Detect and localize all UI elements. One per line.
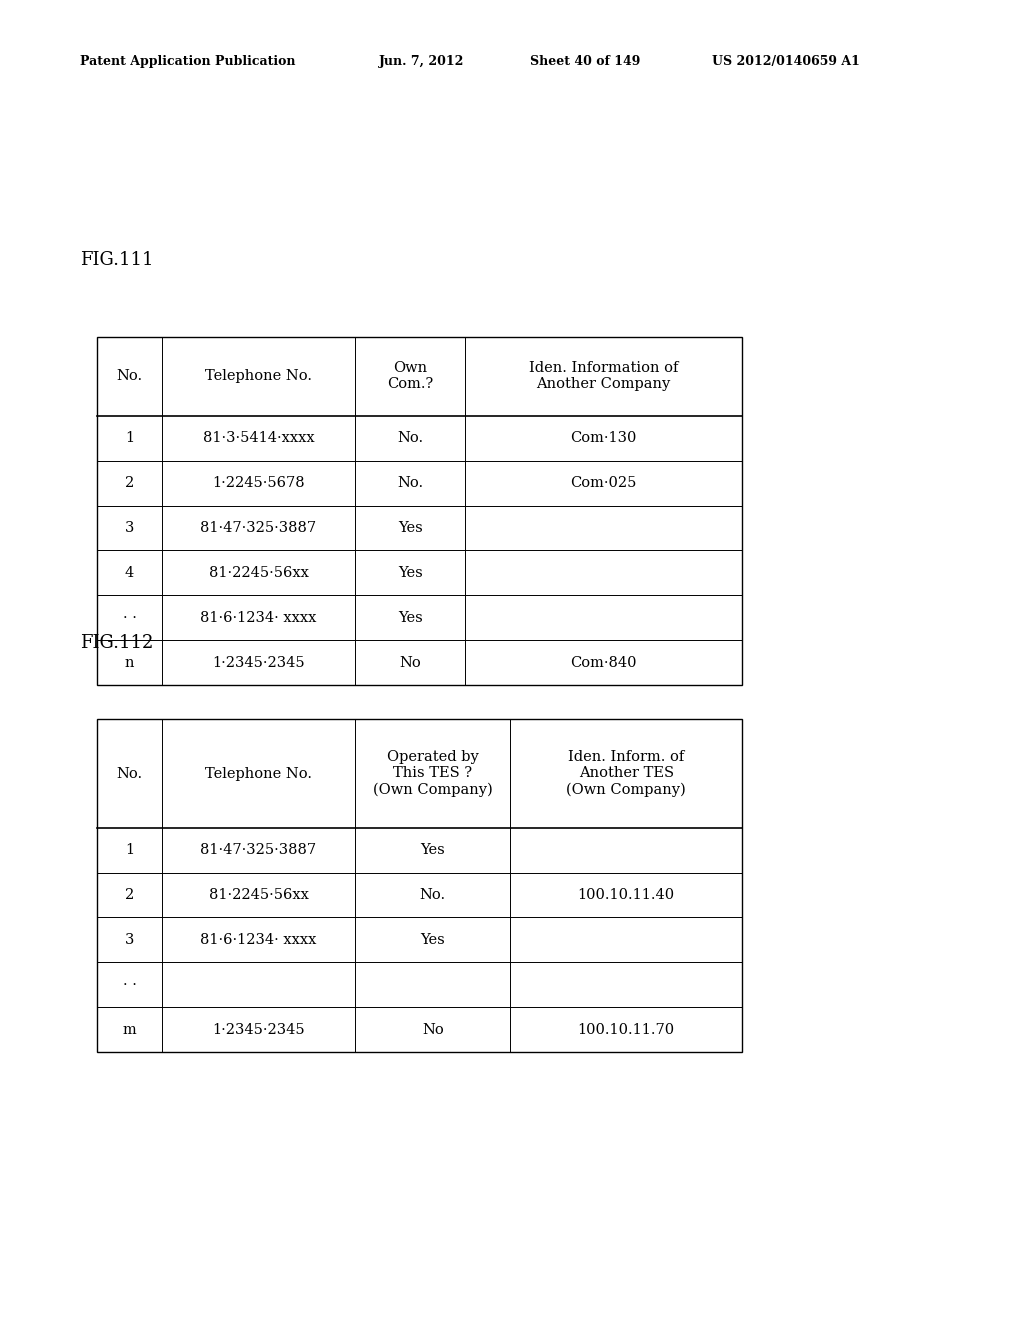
Text: Operated by
This TES ?
(Own Company): Operated by This TES ? (Own Company) — [373, 750, 493, 797]
Text: 1·2245·5678: 1·2245·5678 — [212, 477, 305, 490]
Text: No.: No. — [397, 432, 423, 445]
Text: 1: 1 — [125, 432, 134, 445]
Text: 81·2245·56xx: 81·2245·56xx — [209, 566, 308, 579]
Text: Jun. 7, 2012: Jun. 7, 2012 — [379, 55, 464, 69]
Text: Com·840: Com·840 — [570, 656, 637, 669]
Text: Yes: Yes — [421, 843, 445, 857]
Text: n: n — [125, 656, 134, 669]
Text: No.: No. — [397, 477, 423, 490]
Text: No.: No. — [117, 370, 142, 383]
Text: Telephone No.: Telephone No. — [205, 767, 312, 780]
Text: · ·: · · — [123, 611, 136, 624]
Text: Patent Application Publication: Patent Application Publication — [80, 55, 295, 69]
Text: 1: 1 — [125, 843, 134, 857]
Text: No: No — [422, 1023, 443, 1036]
Text: No.: No. — [420, 888, 445, 902]
Text: Com·025: Com·025 — [570, 477, 637, 490]
Text: 4: 4 — [125, 566, 134, 579]
Text: 81·6·1234· xxxx: 81·6·1234· xxxx — [201, 933, 316, 946]
Text: Yes: Yes — [397, 611, 423, 624]
Text: 1·2345·2345: 1·2345·2345 — [212, 1023, 305, 1036]
Text: 100.10.11.40: 100.10.11.40 — [578, 888, 675, 902]
Text: Yes: Yes — [397, 566, 423, 579]
Text: 81·6·1234· xxxx: 81·6·1234· xxxx — [201, 611, 316, 624]
Text: · ·: · · — [123, 978, 136, 991]
Text: No: No — [399, 656, 421, 669]
FancyBboxPatch shape — [97, 337, 742, 685]
Text: 2: 2 — [125, 888, 134, 902]
Text: FIG.111: FIG.111 — [80, 251, 154, 269]
Text: 81·2245·56xx: 81·2245·56xx — [209, 888, 308, 902]
Text: Com·130: Com·130 — [570, 432, 637, 445]
Text: Yes: Yes — [421, 933, 445, 946]
Text: 81·47·325·3887: 81·47·325·3887 — [201, 521, 316, 535]
Text: 2: 2 — [125, 477, 134, 490]
Text: Telephone No.: Telephone No. — [205, 370, 312, 383]
Text: US 2012/0140659 A1: US 2012/0140659 A1 — [712, 55, 859, 69]
Text: 100.10.11.70: 100.10.11.70 — [578, 1023, 675, 1036]
FancyBboxPatch shape — [97, 719, 742, 1052]
Text: Own
Com.?: Own Com.? — [387, 362, 433, 391]
Text: 81·47·325·3887: 81·47·325·3887 — [201, 843, 316, 857]
Text: 1·2345·2345: 1·2345·2345 — [212, 656, 305, 669]
Text: FIG.112: FIG.112 — [80, 634, 154, 652]
Text: Iden. Information of
Another Company: Iden. Information of Another Company — [529, 362, 678, 391]
Text: Yes: Yes — [397, 521, 423, 535]
Text: No.: No. — [117, 767, 142, 780]
Text: 81·3·5414·xxxx: 81·3·5414·xxxx — [203, 432, 314, 445]
Text: 3: 3 — [125, 521, 134, 535]
Text: Sheet 40 of 149: Sheet 40 of 149 — [530, 55, 641, 69]
Text: 3: 3 — [125, 933, 134, 946]
Text: m: m — [123, 1023, 136, 1036]
Text: Iden. Inform. of
Another TES
(Own Company): Iden. Inform. of Another TES (Own Compan… — [566, 750, 686, 797]
